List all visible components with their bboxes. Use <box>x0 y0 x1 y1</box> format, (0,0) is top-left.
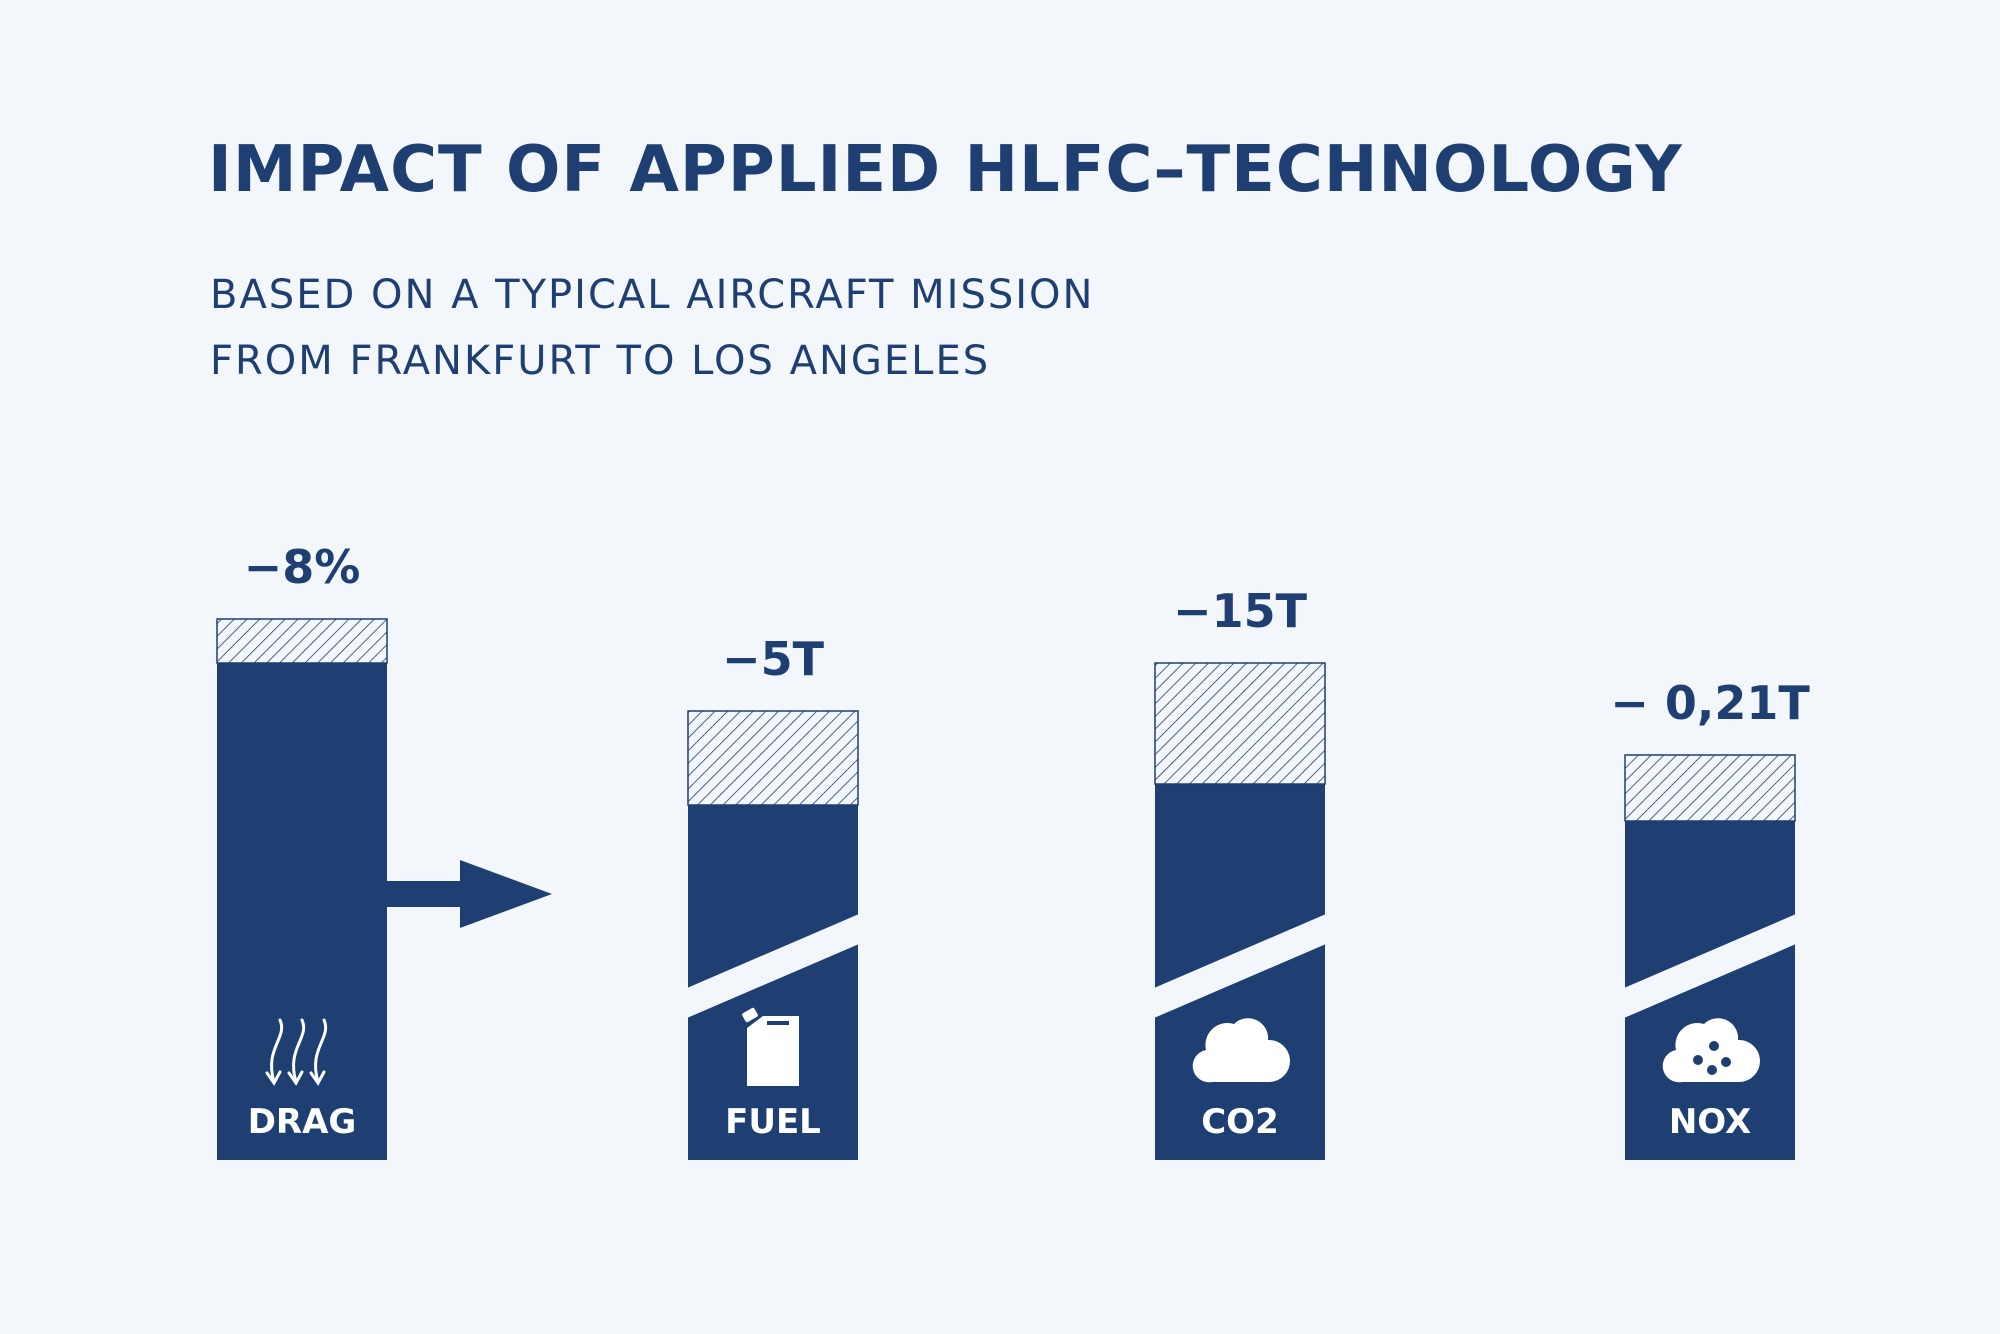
axis-break-co2 <box>1154 914 1326 1018</box>
value-label-drag: −8% <box>244 540 361 594</box>
cloud-shape <box>1192 1018 1290 1083</box>
connector-arrow-head <box>460 860 552 928</box>
airflow-stream <box>270 1018 284 1084</box>
airflow-arrowhead <box>309 1070 326 1086</box>
reduction-segment-fuel <box>687 710 859 806</box>
airflow-arrowhead <box>287 1070 304 1086</box>
reduction-segment-drag <box>216 618 388 664</box>
reduction-segment-nox <box>1624 754 1796 822</box>
value-label-co2: −15T <box>1173 584 1308 638</box>
category-label-drag: DRAG <box>248 1102 357 1142</box>
cloud-icon <box>1192 1018 1290 1083</box>
bar-group-drag: −8% DRAG <box>216 540 388 1160</box>
particle-dot <box>1707 1065 1717 1075</box>
subtitle-line-1: BASED ON A TYPICAL AIRCRAFT MISSION <box>210 272 1095 318</box>
category-label-nox: NOX <box>1669 1102 1751 1142</box>
reduction-segment-co2 <box>1154 662 1326 785</box>
particle-dot <box>1721 1057 1731 1067</box>
connector-arrow <box>386 860 552 928</box>
category-label-co2: CO2 <box>1201 1102 1279 1142</box>
subtitle-line-2: FROM FRANKFURT TO LOS ANGELES <box>210 338 991 384</box>
value-label-nox: − 0,21T <box>1610 676 1810 730</box>
chart-title: IMPACT OF APPLIED HLFC–TECHNOLOGY <box>208 133 1683 207</box>
fuel-canister-icon <box>742 1007 799 1086</box>
airflow-stream <box>292 1018 306 1084</box>
value-label-fuel: −5T <box>722 632 825 686</box>
axis-break-nox <box>1624 914 1796 1018</box>
airflow-stream <box>314 1018 328 1084</box>
connector-arrow-shaft <box>386 881 464 907</box>
airflow-arrowhead <box>265 1070 282 1086</box>
category-label-fuel: FUEL <box>725 1102 821 1142</box>
particle-dot <box>1693 1055 1703 1065</box>
chart-subtitle: BASED ON A TYPICAL AIRCRAFT MISSION FROM… <box>210 262 1094 394</box>
axis-break-fuel <box>687 914 859 1018</box>
bar-drag <box>217 663 387 1160</box>
particle-cloud-icon <box>1662 1018 1760 1083</box>
canister-handle <box>767 1021 789 1025</box>
bar-group-co2: −15T CO2 <box>1154 584 1326 1160</box>
bar-group-nox: − 0,21T NOX <box>1610 676 1810 1160</box>
bar-group-fuel: −5T FUEL <box>687 632 859 1160</box>
canister-body <box>747 1016 799 1086</box>
airflow-icon <box>265 1018 328 1086</box>
particle-dot <box>1709 1041 1719 1051</box>
canister-spout <box>742 1007 758 1023</box>
